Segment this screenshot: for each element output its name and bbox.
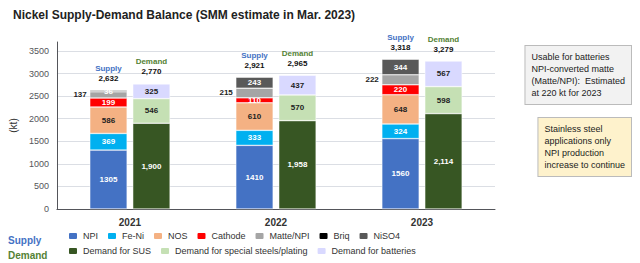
svg-text:500: 500 bbox=[34, 181, 49, 191]
svg-text:2021: 2021 bbox=[119, 217, 142, 228]
svg-text:648: 648 bbox=[394, 105, 408, 114]
svg-text:2000: 2000 bbox=[29, 114, 49, 124]
svg-text:220: 220 bbox=[394, 85, 408, 94]
svg-text:Demand: Demand bbox=[8, 250, 47, 261]
svg-text:Supply: Supply bbox=[8, 235, 42, 246]
svg-text:Demand for special steels/plat: Demand for special steels/plating bbox=[175, 246, 308, 256]
svg-text:Demand for SUS: Demand for SUS bbox=[83, 246, 151, 256]
svg-text:2023: 2023 bbox=[411, 217, 434, 228]
svg-text:1500: 1500 bbox=[29, 136, 49, 146]
svg-text:Usable for batteries: Usable for batteries bbox=[531, 52, 610, 62]
svg-text:369: 369 bbox=[102, 137, 116, 146]
svg-text:Supply: Supply bbox=[95, 64, 122, 73]
svg-text:2500: 2500 bbox=[29, 91, 49, 101]
svg-text:2,632: 2,632 bbox=[98, 74, 119, 83]
svg-text:NPI-converted matte: NPI-converted matte bbox=[531, 64, 614, 74]
svg-text:1,958: 1,958 bbox=[287, 160, 308, 169]
svg-text:36: 36 bbox=[104, 87, 113, 96]
svg-text:Nickel Supply-Demand Balance (: Nickel Supply-Demand Balance (SMM estima… bbox=[13, 8, 355, 22]
svg-text:(kt): (kt) bbox=[8, 118, 19, 132]
svg-text:Matte/NPI: Matte/NPI bbox=[270, 231, 310, 241]
svg-text:Supply: Supply bbox=[241, 51, 268, 60]
svg-text:NPI production: NPI production bbox=[544, 148, 604, 158]
svg-text:243: 243 bbox=[248, 78, 262, 87]
svg-text:NiSO4: NiSO4 bbox=[374, 231, 401, 241]
svg-text:NPI: NPI bbox=[83, 231, 98, 241]
svg-text:610: 610 bbox=[248, 112, 262, 121]
svg-text:344: 344 bbox=[394, 63, 408, 72]
svg-text:586: 586 bbox=[102, 116, 116, 125]
svg-text:199: 199 bbox=[102, 98, 116, 107]
svg-text:1305: 1305 bbox=[100, 175, 118, 184]
svg-text:Stainless steel: Stainless steel bbox=[544, 124, 602, 134]
svg-text:1000: 1000 bbox=[29, 159, 49, 169]
svg-text:110: 110 bbox=[248, 96, 261, 105]
svg-text:546: 546 bbox=[145, 106, 159, 115]
svg-text:222: 222 bbox=[365, 75, 379, 84]
svg-text:Demand for batteries: Demand for batteries bbox=[332, 246, 417, 256]
svg-text:324: 324 bbox=[394, 127, 408, 136]
svg-text:137: 137 bbox=[73, 90, 87, 99]
svg-text:at 220 kt for 2023: at 220 kt for 2023 bbox=[531, 88, 601, 98]
svg-text:437: 437 bbox=[291, 81, 305, 90]
svg-text:2,770: 2,770 bbox=[141, 67, 162, 76]
svg-text:3000: 3000 bbox=[29, 69, 49, 79]
svg-text:Supply: Supply bbox=[387, 33, 414, 42]
svg-text:2022: 2022 bbox=[265, 217, 288, 228]
svg-text:Demand: Demand bbox=[428, 35, 460, 44]
svg-text:3,318: 3,318 bbox=[390, 43, 411, 52]
svg-text:333: 333 bbox=[248, 133, 262, 142]
svg-text:increase to continue: increase to continue bbox=[544, 160, 625, 170]
svg-text:NOS: NOS bbox=[168, 231, 188, 241]
svg-text:1560: 1560 bbox=[392, 169, 410, 178]
svg-text:Fe-Ni: Fe-Ni bbox=[122, 231, 144, 241]
svg-text:applications only: applications only bbox=[544, 136, 611, 146]
svg-text:1,900: 1,900 bbox=[141, 162, 162, 171]
svg-text:570: 570 bbox=[291, 103, 305, 112]
svg-text:Demand: Demand bbox=[136, 57, 168, 66]
svg-text:Demand: Demand bbox=[282, 49, 314, 58]
svg-text:215: 215 bbox=[219, 88, 233, 97]
svg-text:567: 567 bbox=[437, 69, 451, 78]
svg-text:Cathode: Cathode bbox=[212, 231, 246, 241]
svg-text:Briq: Briq bbox=[334, 231, 350, 241]
svg-text:598: 598 bbox=[437, 96, 451, 105]
svg-text:2,965: 2,965 bbox=[287, 59, 308, 68]
svg-text:0: 0 bbox=[44, 204, 49, 214]
svg-text:(Matte/NPI): Estimated: (Matte/NPI): Estimated bbox=[531, 76, 625, 86]
svg-text:3,279: 3,279 bbox=[433, 45, 454, 54]
svg-text:2,921: 2,921 bbox=[244, 61, 265, 70]
svg-text:325: 325 bbox=[145, 87, 159, 96]
svg-text:1410: 1410 bbox=[246, 173, 264, 182]
svg-text:3500: 3500 bbox=[29, 46, 49, 56]
svg-text:2,114: 2,114 bbox=[434, 157, 454, 166]
